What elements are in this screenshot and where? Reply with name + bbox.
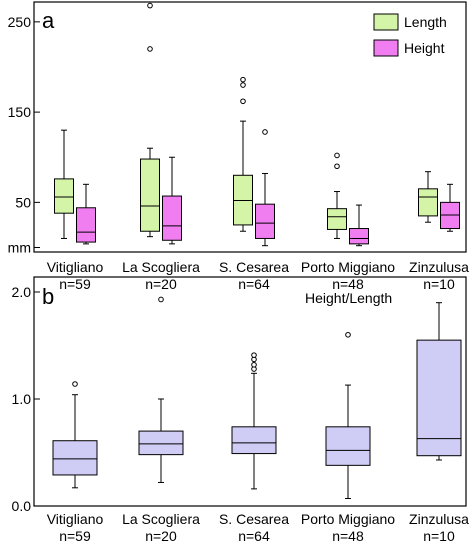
box-height-s-cesarea-outlier-1 <box>262 129 268 135</box>
box-ratio-la-scogliera-iqr-box <box>138 430 184 456</box>
x-tick-label-la-scogliera: La Scogliera <box>122 511 200 527</box>
sample-size-porto-miggiano: n=48 <box>332 276 364 292</box>
box-length-porto-miggiano-outlier-2 <box>334 152 340 159</box>
box-length-vitigliano <box>54 129 74 239</box>
panel-b: b Height/Length 2.01.00.0 Vitiglianon=59… <box>12 276 469 544</box>
box-length-la-scogliera <box>140 2 160 238</box>
y-tick-label-150: 150 <box>8 104 32 120</box>
box-ratio-porto-miggiano-outlier-1 <box>345 331 351 338</box>
x-tick-label-s-cesarea: S. Cesarea <box>219 511 289 527</box>
sample-size-porto-miggiano: n=48 <box>332 528 364 544</box>
box-height-s-cesarea-iqr-box <box>255 203 275 239</box>
box-length-s-cesarea <box>233 76 253 232</box>
sample-size-zinzulusa: n=10 <box>423 528 455 544</box>
x-tick-label-vitigliano: Vitigliano <box>47 259 104 275</box>
box-ratio-s-cesarea-outlier-4 <box>251 352 257 358</box>
x-tick-label-s-cesarea: S. Cesarea <box>219 259 289 275</box>
box-length-vitigliano-iqr-box <box>54 178 74 214</box>
box-ratio-s-cesarea-outlier-2 <box>251 361 257 368</box>
legend: Length Height <box>373 13 447 57</box>
panel-b-title: Height/Length <box>305 290 392 306</box>
box-ratio-vitigliano-outlier-1 <box>72 381 78 387</box>
y-tick-label-2: 2.0 <box>12 284 32 300</box>
box-ratio-s-cesarea <box>231 352 277 490</box>
box-ratio-vitigliano <box>52 381 98 489</box>
x-tick-label-porto-miggiano: Porto Miggiano <box>301 511 395 527</box>
y-tick-label-1: 1.0 <box>12 391 32 407</box>
box-ratio-la-scogliera <box>138 296 184 483</box>
box-height-s-cesarea <box>255 129 275 247</box>
y-tick-label-50: 50 <box>15 194 31 210</box>
y-tick-label-0: 0.0 <box>12 498 32 514</box>
box-length-la-scogliera-outlier-1 <box>147 46 153 52</box>
legend-swatch-length <box>373 13 399 31</box>
box-ratio-s-cesarea-iqr-box <box>231 426 277 455</box>
panel-b-y-axis: 2.0 1.0 0.0 <box>12 284 40 514</box>
box-ratio-zinzulusa-iqr-box <box>416 339 462 457</box>
box-ratio-vitigliano-iqr-box <box>52 440 98 476</box>
sample-size-la-scogliera: n=20 <box>145 276 177 292</box>
box-height-porto-miggiano <box>349 204 369 247</box>
panel-b-boxes <box>52 296 462 500</box>
sample-size-vitigliano: n=59 <box>59 528 91 544</box>
box-length-la-scogliera-outlier-2 <box>147 2 153 9</box>
box-length-la-scogliera-iqr-box <box>140 158 160 232</box>
sample-size-s-cesarea: n=64 <box>238 276 270 292</box>
box-length-porto-miggiano <box>327 152 347 239</box>
box-height-vitigliano-iqr-box <box>76 207 96 243</box>
box-height-vitigliano <box>76 183 96 245</box>
panel-b-label: b <box>42 284 54 309</box>
legend-label-length: Length <box>404 14 447 30</box>
box-height-porto-miggiano-iqr-box <box>349 228 369 245</box>
box-length-s-cesarea-outlier-1 <box>240 98 246 105</box>
box-length-porto-miggiano-outlier-1 <box>334 163 340 170</box>
sample-size-vitigliano: n=59 <box>59 276 91 292</box>
box-ratio-porto-miggiano <box>325 331 371 500</box>
y-tick-label-250: 250 <box>8 14 32 30</box>
panel-b-frame <box>33 276 467 507</box>
x-tick-label-zinzulusa: Zinzulusa <box>409 259 469 275</box>
legend-label-height: Height <box>404 40 445 56</box>
box-ratio-la-scogliera-outlier-1 <box>158 296 164 303</box>
x-tick-label-vitigliano: Vitigliano <box>47 511 104 527</box>
sample-size-s-cesarea: n=64 <box>238 528 270 544</box>
legend-swatch-height <box>373 39 399 57</box>
box-height-la-scogliera <box>162 156 182 245</box>
box-ratio-zinzulusa <box>416 302 462 461</box>
panel-a-boxes <box>54 2 460 247</box>
box-height-zinzulusa <box>440 183 460 232</box>
x-tick-label-zinzulusa: Zinzulusa <box>409 511 469 527</box>
x-tick-label-la-scogliera: La Scogliera <box>122 259 200 275</box>
sample-size-la-scogliera: n=20 <box>145 528 177 544</box>
y-unit-label: mm <box>8 239 31 255</box>
panel-a-frame <box>33 1 467 253</box>
sample-size-zinzulusa: n=10 <box>423 276 455 292</box>
x-tick-label-porto-miggiano: Porto Miggiano <box>301 259 395 275</box>
box-length-zinzulusa-iqr-box <box>418 188 438 217</box>
panel-a-label: a <box>42 8 55 33</box>
box-length-porto-miggiano-iqr-box <box>327 208 347 230</box>
box-length-zinzulusa <box>418 171 438 223</box>
box-height-la-scogliera-iqr-box <box>162 195 182 241</box>
box-length-s-cesarea-outlier-3 <box>240 76 246 83</box>
panel-a-y-axis: 250 150 50 mm <box>8 14 40 255</box>
box-ratio-porto-miggiano-iqr-box <box>325 426 371 466</box>
box-length-s-cesarea-outlier-2 <box>240 82 246 88</box>
